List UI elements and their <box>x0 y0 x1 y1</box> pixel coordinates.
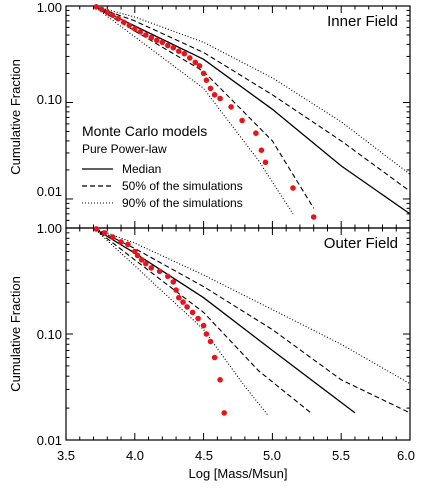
panel-inner-data-point-27 <box>253 130 259 136</box>
panel-inner-data-point-29 <box>262 159 269 166</box>
panel-inner-data-point-17 <box>187 55 193 61</box>
panel-outer-lines <box>93 227 411 416</box>
panel-inner-y-tick-label-2: 0.01 <box>37 184 62 199</box>
panel-inner-data-point-11 <box>154 37 160 44</box>
panel-outer-data-point-5 <box>132 248 138 255</box>
panel-outer-data-point-7 <box>138 257 145 263</box>
panel-inner-data-point-14 <box>170 44 177 51</box>
panel-outer-data-point-13 <box>173 287 179 293</box>
panel-inner-data-point-23 <box>211 92 218 98</box>
panel-inner-data-point-30 <box>290 185 296 191</box>
panel-outer: Outer Field 1.00 0.10 0.01 Cumulative Fr… <box>8 221 415 481</box>
panel-outer-data-point-2 <box>110 234 116 240</box>
panel-inner-curve-dotted-4 <box>93 5 294 215</box>
panel-inner-data-point-28 <box>258 147 265 153</box>
panel-outer-data-point-12 <box>170 279 177 285</box>
panel-outer-data-point-17 <box>189 309 196 316</box>
panel-outer-y-tick-label-1: 0.10 <box>37 327 62 342</box>
panel-outer-data-point-8 <box>143 260 149 267</box>
legend-title: Monte Carlo models <box>82 123 207 139</box>
panel-outer-data-point-24 <box>221 410 227 416</box>
panel-inner-curve-dashed-1 <box>93 5 411 192</box>
panel-outer-ticks <box>65 227 411 441</box>
panel-outer-data-point-11 <box>165 273 171 280</box>
panel-outer-curve-solid-0 <box>93 227 356 414</box>
panel-outer-data-point-20 <box>203 331 210 337</box>
panel-inner: Inner Field 1.00 0.10 0.01 Cumulative Fr… <box>8 0 411 229</box>
panel-inner-data-point-10 <box>148 34 155 41</box>
x-axis-label: Log [Mass/Msun] <box>189 466 288 481</box>
panel-outer-curve-dotted-4 <box>93 227 269 416</box>
panel-outer-data-point-1 <box>101 230 108 236</box>
panel-inner-data-point-4 <box>115 15 122 22</box>
legend-90pct-label: 90% of the simulations <box>122 196 243 210</box>
panel-inner-title: Inner Field <box>327 13 398 30</box>
panel-outer-data-point-3 <box>118 239 124 245</box>
panel-outer-data-point-9 <box>148 265 155 271</box>
panel-outer-data-point-18 <box>195 315 201 322</box>
x-tick-label-5: 6.0 <box>397 448 415 463</box>
panel-inner-data-point-25 <box>228 104 234 110</box>
panel-outer-y-tick-label-2: 0.01 <box>37 433 62 448</box>
panel-inner-data-point-31 <box>310 214 317 220</box>
panel-inner-data-point-20 <box>200 70 207 77</box>
panel-inner-data-point-7 <box>132 26 138 32</box>
panel-inner-data-point-18 <box>192 59 199 66</box>
panel-inner-frame <box>65 5 411 229</box>
panel-inner-curve-dashed-2 <box>93 5 315 209</box>
panel-inner-y-tick-label-1: 0.10 <box>37 92 62 107</box>
panel-inner-ticks <box>65 5 411 229</box>
panel-outer-data-point-19 <box>200 322 207 329</box>
panel-inner-curve-solid-0 <box>93 5 411 215</box>
x-tick-label-2: 4.5 <box>195 448 213 463</box>
x-tick-label-4: 5.5 <box>332 448 350 463</box>
panel-outer-curve-dashed-1 <box>93 227 411 414</box>
x-tick-label-3: 5.0 <box>263 448 281 463</box>
panel-outer-data-point-4 <box>125 241 131 248</box>
panel-inner-data-point-6 <box>126 22 133 29</box>
panel-inner-y-axis-label: Cumulative Fraction <box>8 59 23 175</box>
x-tick-label-0: 3.5 <box>57 448 75 463</box>
panel-outer-y-tick-label-0: 1.00 <box>37 221 62 236</box>
panel-inner-data-point-2 <box>104 9 111 16</box>
panel-outer-data-point-21 <box>207 338 214 345</box>
panel-outer-data-point-16 <box>184 304 190 310</box>
panel-inner-data-point-8 <box>137 29 144 35</box>
panel-inner-data-point-3 <box>110 12 116 19</box>
panel-inner-data-point-21 <box>203 77 210 83</box>
panel-outer-curve-dotted-3 <box>93 227 411 385</box>
panel-inner-data-point-1 <box>99 6 105 13</box>
legend: Monte Carlo models Pure Power-law Median… <box>82 123 243 210</box>
panel-outer-curve-dashed-2 <box>93 227 312 414</box>
panel-outer-y-axis-label: Cumulative Fraction <box>8 276 23 392</box>
panel-outer-points <box>93 226 227 416</box>
legend-subtitle: Pure Power-law <box>82 142 167 156</box>
panel-inner-data-point-19 <box>196 63 203 69</box>
panel-inner-data-point-26 <box>239 117 245 124</box>
panel-inner-data-point-22 <box>207 85 214 92</box>
panel-outer-frame <box>65 227 411 441</box>
panel-inner-data-point-24 <box>217 95 223 102</box>
x-tick-label-1: 4.0 <box>126 448 144 463</box>
panel-inner-data-point-13 <box>165 42 171 49</box>
panel-outer-data-point-23 <box>217 377 223 383</box>
panel-outer-data-point-6 <box>134 252 141 259</box>
panel-inner-data-point-0 <box>93 4 100 10</box>
panel-outer-data-point-14 <box>176 294 182 301</box>
panel-inner-data-point-9 <box>143 32 149 38</box>
panel-inner-data-point-5 <box>121 19 127 26</box>
panel-outer-data-point-10 <box>156 268 163 275</box>
panel-inner-y-tick-label-0: 1.00 <box>37 0 62 15</box>
panel-outer-data-point-22 <box>211 354 218 361</box>
panel-outer-data-point-0 <box>93 226 100 232</box>
panel-outer-data-point-15 <box>180 299 186 305</box>
legend-50pct-label: 50% of the simulations <box>122 179 243 193</box>
panel-inner-data-point-15 <box>176 48 182 54</box>
panel-outer-title: Outer Field <box>324 235 398 252</box>
panel-inner-data-point-12 <box>159 39 166 46</box>
legend-median-label: Median <box>122 162 161 176</box>
panel-inner-data-point-16 <box>181 50 188 57</box>
panel-inner-points <box>93 4 317 220</box>
